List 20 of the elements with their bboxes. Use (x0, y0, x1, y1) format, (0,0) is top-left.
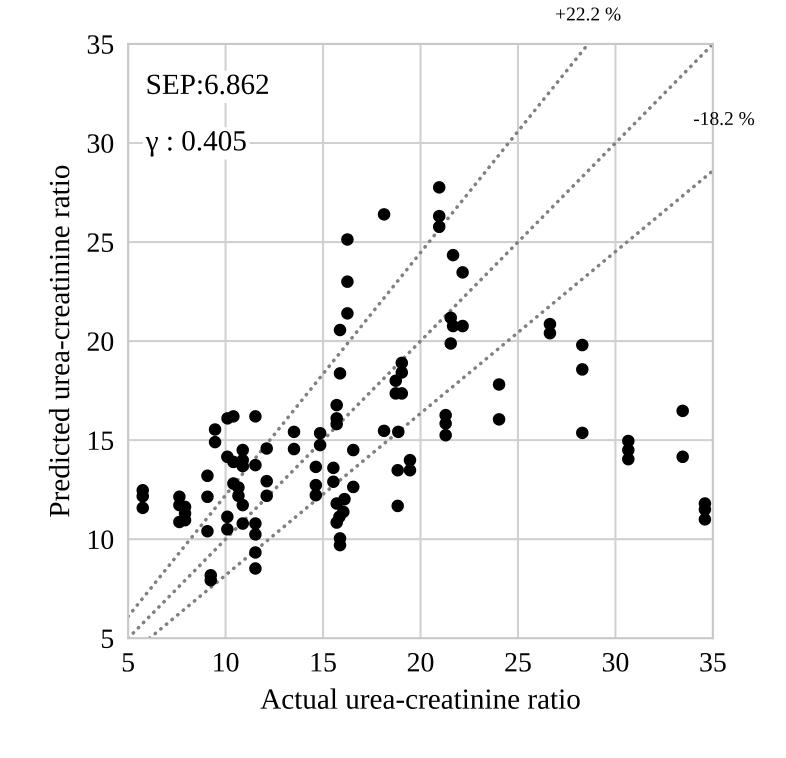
x-tick-label: 10 (214, 652, 238, 672)
annotation: γ : 0.405 (146, 130, 246, 157)
y-tick-label: 20 (88, 332, 114, 352)
x-tick-label: 5 (122, 653, 134, 672)
y-axis-title: Predicted urea-creatinine ratio (48, 166, 70, 517)
x-axis-title: Actual urea-creatinine ratio (260, 688, 580, 709)
x-tick-label: 20 (408, 652, 434, 672)
y-tick-label: 30 (88, 134, 114, 153)
y-tick-label: 25 (88, 233, 114, 252)
x-tick-label: 30 (602, 652, 628, 672)
x-tick-label: 35 (700, 653, 726, 672)
y-tick-label: 10 (88, 530, 114, 550)
x-tick-label: 25 (505, 653, 531, 672)
y-tick-label: 15 (88, 431, 114, 450)
annotation: SEP:6.862 (148, 74, 268, 94)
text: -18.2 % (694, 112, 754, 126)
series-label: +22.2 % (556, 7, 621, 21)
y-tick-label: 5 (102, 630, 114, 648)
y-tick-label: 35 (88, 35, 114, 54)
x-tick-label: 15 (312, 653, 336, 672)
